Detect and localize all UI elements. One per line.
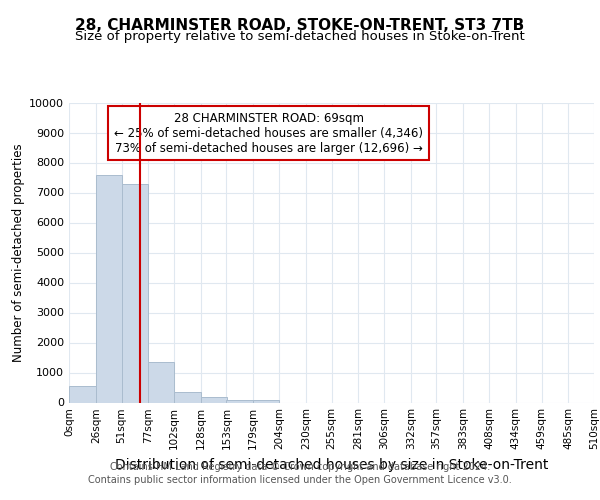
X-axis label: Distribution of semi-detached houses by size in Stoke-on-Trent: Distribution of semi-detached houses by … [115, 458, 548, 472]
Text: 28, CHARMINSTER ROAD, STOKE-ON-TRENT, ST3 7TB: 28, CHARMINSTER ROAD, STOKE-ON-TRENT, ST… [76, 18, 524, 32]
Text: Contains public sector information licensed under the Open Government Licence v3: Contains public sector information licen… [88, 475, 512, 485]
Text: Size of property relative to semi-detached houses in Stoke-on-Trent: Size of property relative to semi-detach… [75, 30, 525, 43]
Bar [148, 362, 174, 403]
Text: Contains HM Land Registry data © Crown copyright and database right 2024.: Contains HM Land Registry data © Crown c… [110, 462, 490, 472]
Bar [201, 397, 227, 402]
Bar [227, 400, 253, 402]
Bar [96, 174, 121, 402]
Bar [253, 400, 279, 402]
Bar [69, 386, 96, 402]
Y-axis label: Number of semi-detached properties: Number of semi-detached properties [12, 143, 25, 362]
Bar [174, 392, 201, 402]
Bar [121, 184, 148, 402]
Text: 28 CHARMINSTER ROAD: 69sqm
← 25% of semi-detached houses are smaller (4,346)
73%: 28 CHARMINSTER ROAD: 69sqm ← 25% of semi… [114, 112, 423, 154]
